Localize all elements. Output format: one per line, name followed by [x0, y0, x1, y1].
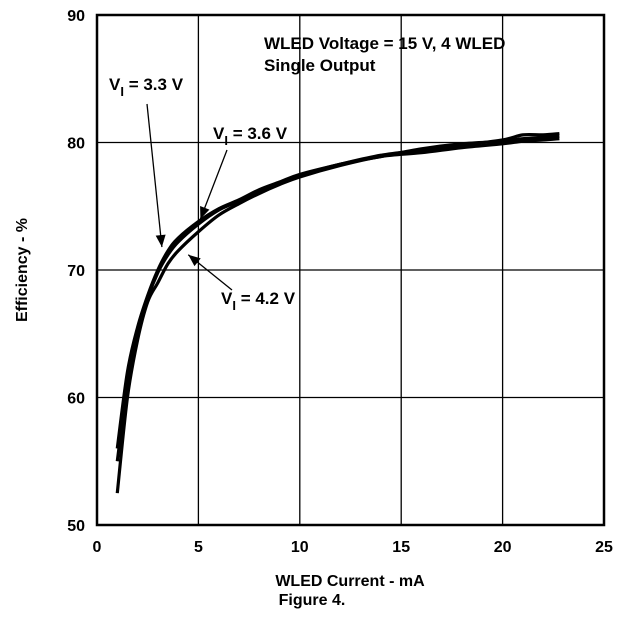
x-tick-label: 20	[494, 539, 512, 556]
y-tick-label: 80	[67, 136, 85, 153]
arrowhead-icon	[188, 254, 201, 267]
tick-labels: 0 5 10 15 20 25 50 60 70 80 90	[67, 8, 613, 556]
y-tick-label: 70	[67, 263, 85, 280]
x-tick-label: 5	[194, 539, 203, 556]
x-tick-label: 0	[93, 539, 102, 556]
condition-line-1: WLED Voltage = 15 V, 4 WLED	[264, 34, 505, 53]
y-axis-label: Efficiency - %	[14, 218, 31, 322]
series-arrow-1	[146, 103, 163, 248]
arrowhead-icon	[155, 234, 166, 248]
y-tick-label: 60	[67, 391, 85, 408]
x-axis-label: WLED Current - mA	[275, 573, 425, 590]
series-layer	[115, 131, 560, 494]
series-label-2: VI = 3.6 V	[213, 124, 288, 148]
y-tick-label: 90	[67, 8, 85, 25]
series-labels: VI = 3.3 V VI = 3.6 V VI = 4.2 V	[109, 75, 296, 313]
x-tick-label: 15	[392, 539, 410, 556]
series-line-1	[115, 131, 560, 449]
series-line-3	[115, 137, 560, 494]
x-tick-label: 10	[291, 539, 309, 556]
series-label-1: VI = 3.3 V	[109, 75, 184, 99]
figure-caption: Figure 4.	[278, 592, 346, 609]
series-label-3: VI = 4.2 V	[221, 289, 296, 313]
condition-line-2: Single Output	[264, 56, 376, 75]
plot-frame	[95, 13, 606, 527]
series-arrow-2	[199, 149, 228, 220]
series-line-2	[115, 134, 560, 462]
arrowhead-icon	[200, 206, 210, 219]
y-tick-label: 50	[67, 518, 85, 535]
x-tick-label: 25	[595, 539, 613, 556]
